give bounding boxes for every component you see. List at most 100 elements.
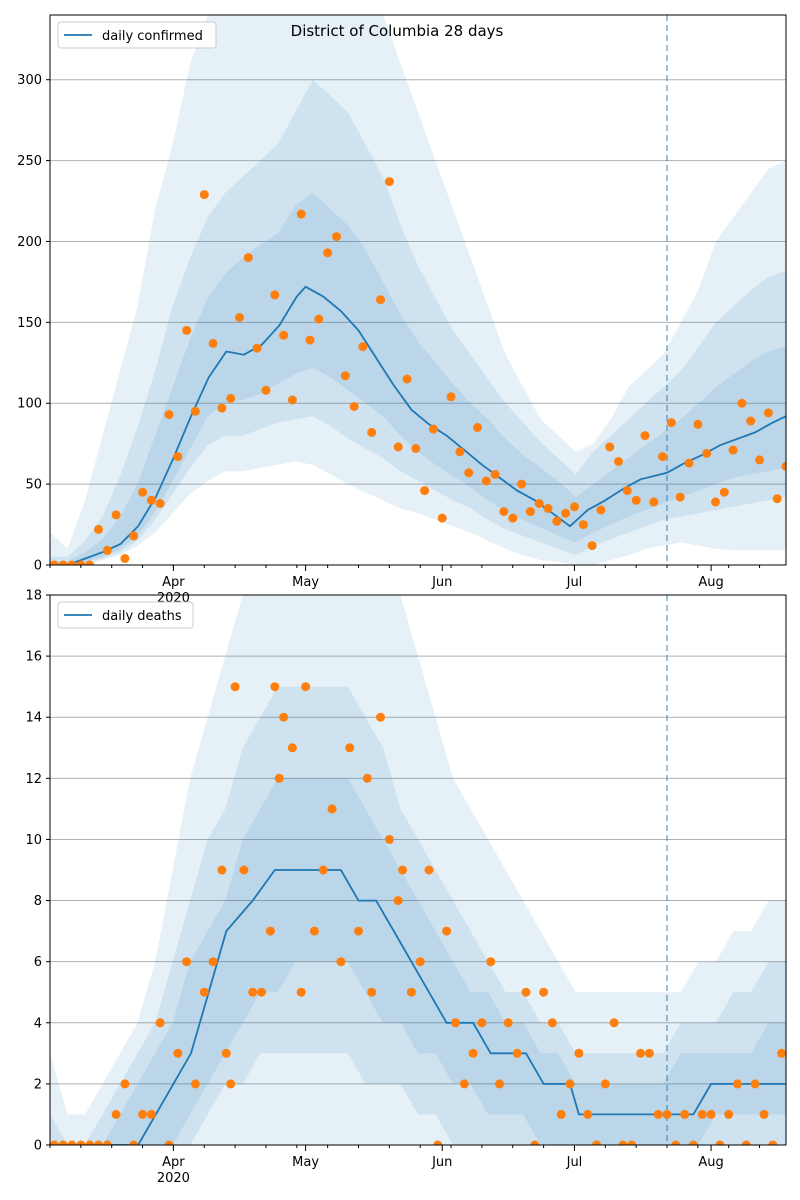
observed-point	[287, 743, 297, 753]
observed-point	[741, 1140, 751, 1145]
y-tick-label: 12	[25, 772, 42, 787]
observed-point	[442, 926, 452, 936]
observed-point	[671, 1140, 681, 1145]
observed-point	[477, 1018, 487, 1028]
y-tick-label: 50	[25, 478, 42, 493]
observed-point	[279, 712, 289, 722]
observed-point	[486, 957, 496, 967]
observed-point	[129, 531, 139, 541]
observed-point	[257, 987, 266, 997]
observed-point	[420, 486, 430, 496]
observed-point	[173, 1048, 183, 1058]
observed-point	[111, 1109, 121, 1119]
observed-point	[459, 1079, 469, 1089]
series-line	[50, 869, 786, 1145]
observed-point	[666, 418, 676, 428]
observed-point	[164, 410, 174, 420]
uncertainty-band	[50, 15, 786, 565]
observed-point	[428, 424, 438, 434]
observed-point	[120, 554, 130, 563]
y-tick-label: 200	[17, 235, 42, 250]
observed-point	[759, 1109, 769, 1119]
observed-point	[512, 1048, 522, 1058]
observed-point	[314, 314, 324, 324]
observed-point	[102, 1140, 112, 1145]
y-tick-label: 16	[25, 650, 42, 665]
observed-point	[781, 461, 786, 471]
y-tick-label: 6	[34, 955, 42, 970]
observed-point	[235, 313, 244, 322]
x-tick-label: May	[292, 575, 319, 590]
observed-point	[274, 773, 284, 783]
x-tick-label: Jun	[431, 575, 452, 590]
observed-point	[155, 499, 165, 508]
observed-point	[649, 497, 659, 507]
uncertainty-band	[50, 686, 786, 1145]
observed-point	[583, 1109, 593, 1119]
y-tick-label: 4	[34, 1016, 42, 1031]
observed-point	[296, 987, 306, 997]
observed-point	[345, 743, 355, 753]
observed-point	[490, 469, 500, 479]
observed-point	[164, 1140, 174, 1145]
observed-point	[76, 560, 86, 565]
observed-point	[270, 290, 280, 300]
observed-point	[217, 865, 227, 875]
y-tick-label: 14	[25, 711, 42, 726]
observed-point	[261, 385, 271, 395]
observed-point	[94, 524, 103, 534]
observed-point	[574, 1048, 584, 1058]
observed-point	[301, 682, 311, 692]
observed-point	[684, 458, 694, 468]
observed-point	[287, 395, 297, 405]
y-tick-label: 150	[17, 316, 42, 331]
observed-point	[402, 374, 412, 384]
legend-label: daily confirmed	[102, 29, 203, 44]
x-tick-label: Aug	[698, 1155, 723, 1170]
observed-point	[146, 495, 156, 505]
observed-point	[129, 1140, 139, 1145]
observed-point	[525, 507, 535, 517]
observed-point	[468, 1048, 478, 1058]
observed-point	[111, 510, 121, 520]
observed-point	[265, 926, 275, 936]
observed-point	[362, 773, 372, 783]
y-tick-label: 8	[34, 894, 42, 909]
legend-box	[57, 601, 194, 629]
observed-point	[393, 442, 403, 452]
legend-box	[57, 21, 217, 49]
axes-frame	[49, 594, 787, 1146]
observed-point	[446, 392, 456, 402]
observed-point	[653, 1109, 663, 1119]
observed-point	[226, 1079, 236, 1089]
observed-point	[305, 335, 315, 345]
observed-point	[138, 1109, 148, 1119]
observed-point	[777, 1048, 786, 1058]
observed-point	[182, 325, 192, 335]
observed-point	[724, 1109, 734, 1119]
observed-point	[67, 1140, 77, 1145]
observed-point	[605, 442, 615, 452]
observed-point	[728, 445, 738, 455]
observed-point	[327, 804, 337, 814]
observed-point	[627, 1140, 637, 1145]
y-tick-label: 0	[34, 559, 42, 574]
axes-frame	[49, 14, 787, 566]
observed-point	[706, 1109, 716, 1119]
observed-point	[711, 497, 720, 507]
observed-point	[688, 1140, 698, 1145]
observed-point	[318, 865, 328, 875]
observed-point	[323, 248, 333, 258]
y-tick-label: 18	[25, 589, 42, 604]
x-tick-label: Aug	[698, 575, 723, 590]
observed-point	[411, 444, 421, 453]
observed-point	[217, 403, 227, 413]
observed-point	[102, 545, 112, 555]
observed-point	[67, 560, 77, 565]
observed-point	[146, 1109, 156, 1119]
observed-point	[433, 1140, 443, 1145]
observed-point	[495, 1079, 504, 1089]
observed-point	[609, 1018, 619, 1028]
observed-point	[85, 560, 95, 565]
observed-point	[199, 987, 209, 997]
